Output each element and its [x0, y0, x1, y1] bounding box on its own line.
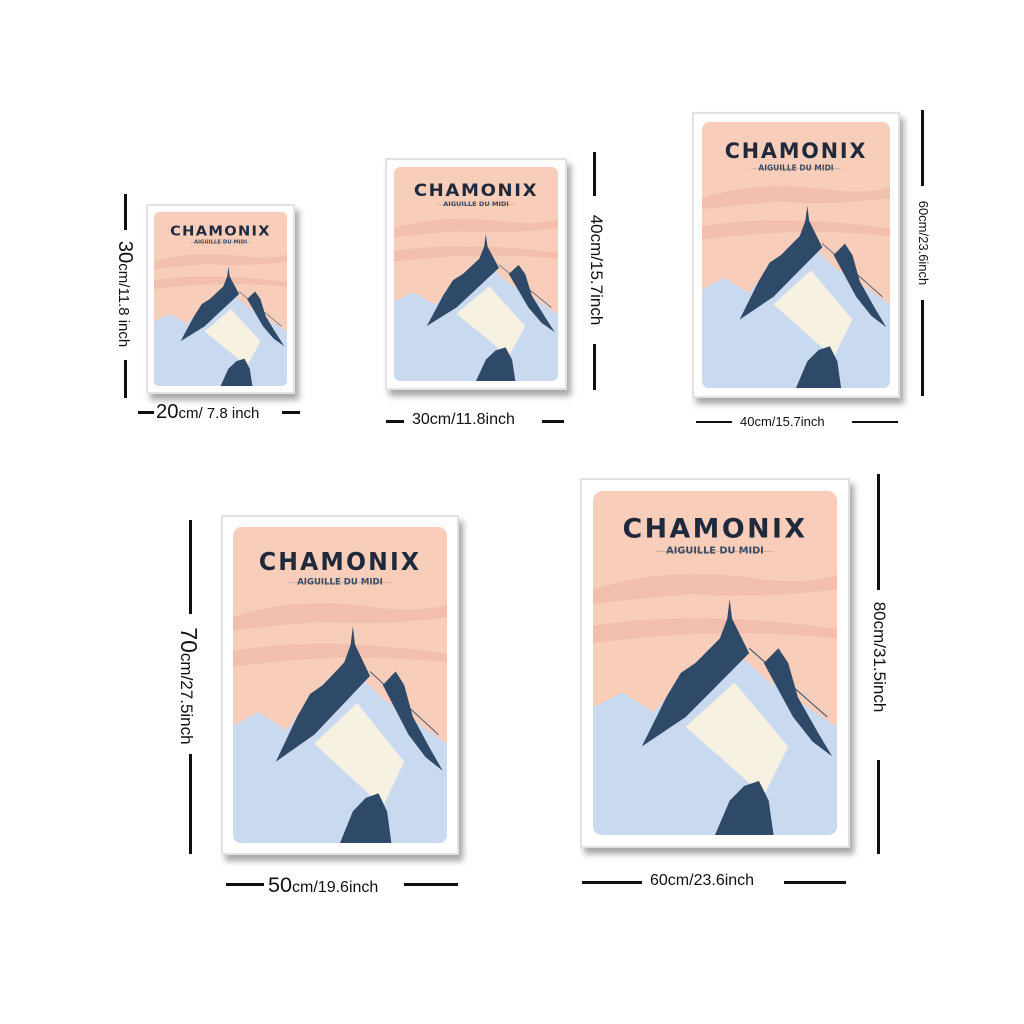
- height-line-top-50x70: [189, 520, 192, 614]
- height-line-bottom-20x30: [124, 360, 127, 398]
- height-label-60x80: 80cm/31.5inch: [867, 562, 889, 752]
- snow-highlight: [314, 703, 405, 807]
- side-ridge: [382, 671, 443, 771]
- cloud-streak: [154, 253, 287, 270]
- height-line-top-20x30: [124, 194, 127, 230]
- width-unit: 40cm/15.7inch: [740, 414, 825, 429]
- width-number: 50: [268, 872, 293, 897]
- width-line-right-40x60: [852, 421, 898, 423]
- cable-car-line: [822, 243, 883, 298]
- poster-card-60x80: CHAMONIX AIGUILLE DU MIDI: [580, 478, 850, 848]
- cloud-streak: [233, 643, 447, 667]
- foreground-rocks: [715, 780, 774, 835]
- width-line-left-40x60: [696, 421, 732, 423]
- poster-subtitle: AIGUILLE DU MIDI: [297, 577, 383, 587]
- poster-card-20x30: CHAMONIX AIGUILLE DU MIDI: [146, 204, 295, 394]
- foreground-rocks: [476, 347, 516, 381]
- poster-card-30x40: CHAMONIX AIGUILLE DU MIDI: [385, 158, 567, 390]
- height-unit: 80cm/31.5inch: [870, 601, 889, 713]
- side-ridge: [833, 243, 887, 328]
- cloud-streak: [233, 603, 447, 631]
- cloud-streak: [593, 618, 837, 644]
- snow-highlight: [456, 286, 526, 357]
- foreground-rocks: [340, 793, 392, 843]
- width-label-60x80: 60cm/23.6inch: [650, 872, 754, 890]
- height-label-20x30: 30cm/11.8 inch: [114, 199, 136, 389]
- width-line-left-20x30: [138, 411, 154, 414]
- side-ridge: [247, 291, 285, 347]
- cloud-streak: [702, 186, 890, 210]
- poster-title: CHAMONIX: [725, 139, 868, 163]
- snow-highlight: [204, 308, 261, 367]
- aiguille-peak: [180, 266, 240, 342]
- cable-car-line: [369, 671, 439, 735]
- snow-highlight: [685, 682, 789, 796]
- height-unit: cm/27.5inch: [177, 652, 196, 745]
- width-line-left-50x70: [226, 883, 264, 886]
- side-ridge: [508, 264, 555, 333]
- width-line-right-50x70: [404, 883, 458, 886]
- cloud-streak: [702, 220, 890, 240]
- cloud-streak: [593, 573, 837, 605]
- poster-title: CHAMONIX: [414, 182, 538, 201]
- width-unit: cm/19.6inch: [292, 879, 379, 896]
- aiguille-peak: [275, 626, 370, 762]
- cloud-streak: [154, 276, 287, 290]
- poster-subtitle: AIGUILLE DU MIDI: [758, 163, 833, 172]
- aiguille-peak: [641, 599, 750, 747]
- width-line-left-60x80: [582, 881, 642, 884]
- height-line-top-40x60: [921, 110, 924, 186]
- width-unit: 30cm/11.8inch: [412, 411, 515, 428]
- poster-subtitle: AIGUILLE DU MIDI: [194, 240, 247, 246]
- poster-card-40x60: CHAMONIX AIGUILLE DU MIDI: [692, 112, 900, 398]
- width-label-40x60: 40cm/15.7inch: [740, 414, 825, 429]
- poster-title: CHAMONIX: [259, 547, 421, 576]
- height-number: 70: [176, 627, 202, 653]
- width-number: 20: [156, 401, 179, 423]
- width-label-30x40: 30cm/11.8inch: [412, 411, 515, 429]
- cable-car-line: [748, 647, 828, 718]
- cable-car-line: [498, 264, 552, 308]
- width-label-20x30: 20cm/ 7.8 inch: [156, 401, 259, 424]
- poster-subtitle: AIGUILLE DU MIDI: [666, 546, 764, 557]
- cloud-streak: [394, 246, 558, 262]
- cable-car-line: [238, 291, 282, 327]
- height-line-bottom-50x70: [189, 754, 192, 854]
- width-line-left-30x40: [386, 420, 404, 423]
- height-label-30x40: 40cm/15.7inch: [584, 170, 606, 370]
- height-line-bottom-40x60: [921, 300, 924, 396]
- width-line-right-30x40: [542, 420, 564, 423]
- poster-title: CHAMONIX: [170, 224, 271, 239]
- side-ridge: [763, 648, 833, 757]
- poster-card-50x70: CHAMONIX AIGUILLE DU MIDI: [221, 515, 459, 855]
- height-line-top-60x80: [877, 474, 880, 590]
- width-line-right-60x80: [784, 881, 846, 884]
- height-unit: cm/11.8 inch: [115, 263, 132, 348]
- width-unit: cm/ 7.8 inch: [178, 405, 260, 422]
- height-label-40x60: 60cm/23.6inch: [913, 173, 931, 313]
- poster-title: CHAMONIX: [622, 514, 807, 545]
- foreground-rocks: [796, 346, 842, 388]
- height-number: 30: [114, 240, 136, 264]
- cloud-streak: [394, 218, 558, 238]
- width-line-right-20x30: [282, 411, 300, 414]
- width-unit: 60cm/23.6inch: [650, 872, 755, 889]
- snow-highlight: [773, 270, 853, 358]
- height-unit: 40cm/15.7inch: [587, 214, 606, 326]
- poster-subtitle: AIGUILLE DU MIDI: [443, 201, 509, 208]
- height-line-top-30x40: [593, 152, 596, 196]
- width-label-50x70: 50cm/19.6inch: [268, 872, 378, 898]
- height-line-bottom-30x40: [593, 344, 596, 390]
- aiguille-peak: [739, 205, 823, 320]
- height-unit: 60cm/23.6inch: [916, 200, 931, 286]
- height-label-50x70: 70cm/27.5inch: [176, 576, 202, 796]
- height-line-bottom-60x80: [877, 760, 880, 854]
- aiguille-peak: [426, 234, 499, 326]
- foreground-rocks: [220, 358, 253, 386]
